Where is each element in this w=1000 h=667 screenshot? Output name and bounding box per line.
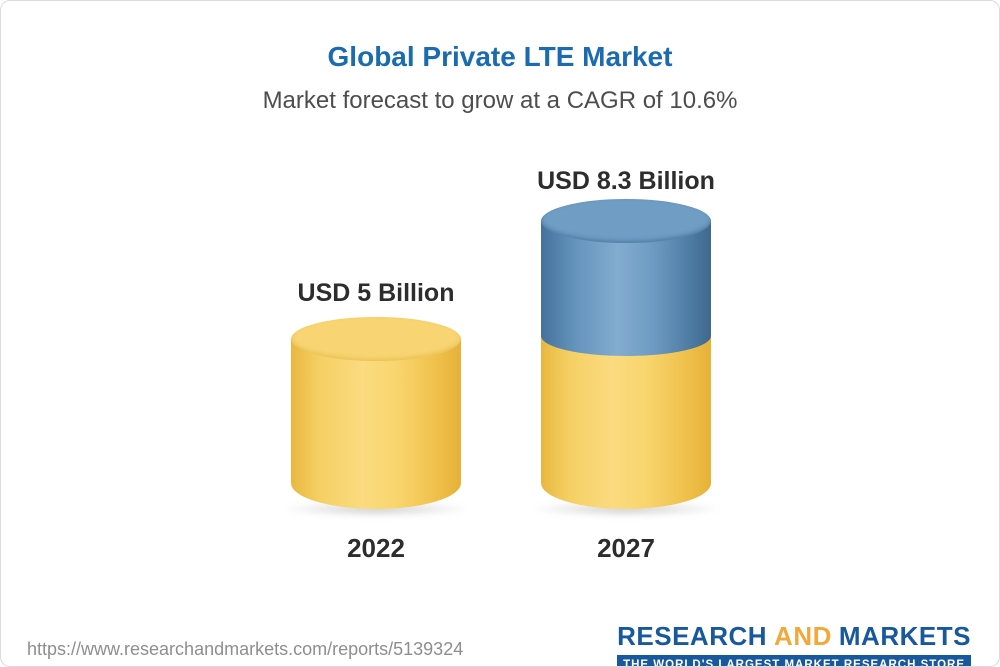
logo-tagline: THE WORLD'S LARGEST MARKET RESEARCH STOR… [617,655,971,666]
bar-2022-body [291,339,461,509]
source-url: https://www.researchandmarkets.com/repor… [27,639,464,659]
bar-2027-base-segment [541,331,711,509]
bar-2022 [279,317,473,527]
value-label-2027: USD 8.3 Billion [537,167,715,195]
logo-word-and: AND [774,621,832,651]
axis-label-2027: 2027 [597,533,655,563]
bar-2022-shadow [279,501,473,517]
value-label-2022: USD 5 Billion [297,279,455,307]
logo-word-research: RESEARCH [617,621,768,651]
logo-word-markets: MARKETS [838,621,971,651]
bar-2027 [529,199,723,527]
bar-2022-cap [291,317,461,361]
bar-2027-cap [541,199,711,243]
bar-2027-shadow [529,501,723,517]
logo-wordmark: RESEARCH AND MARKETS [617,621,971,652]
chart-subtitle: Market forecast to grow at a CAGR of 10.… [262,87,738,114]
research-and-markets-logo: RESEARCH AND MARKETS THE WORLD'S LARGEST M… [617,621,971,666]
chart-title: Global Private LTE Market [327,41,673,72]
bar-2027-growth-segment [541,221,711,356]
axis-label-2022: 2022 [347,533,405,563]
